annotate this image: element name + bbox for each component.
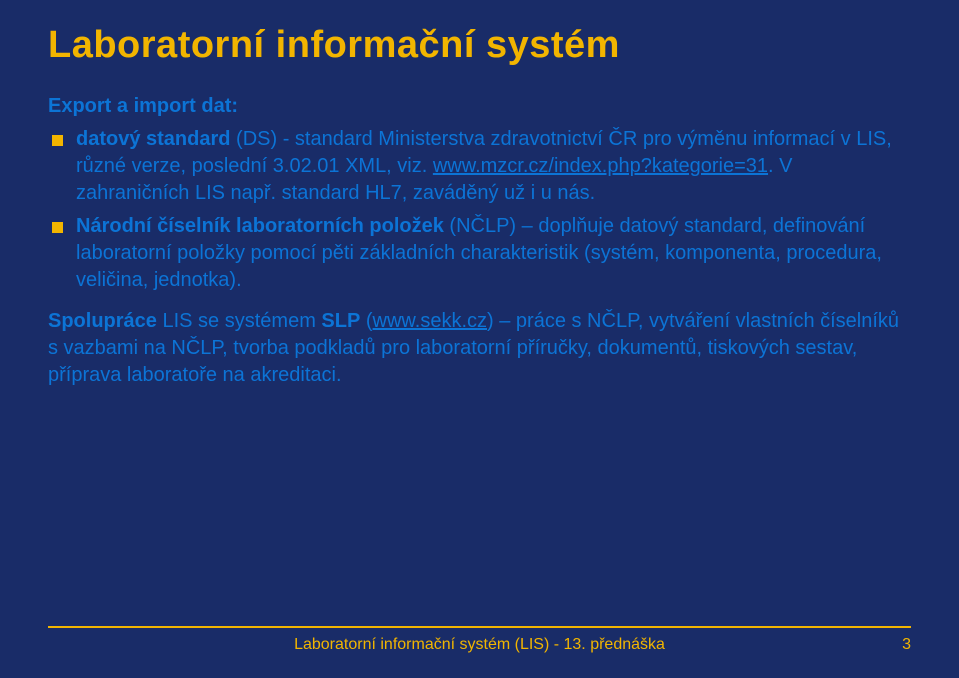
footer-rule [48, 626, 911, 628]
paragraph: Spolupráce LIS se systémem SLP (www.sekk… [48, 308, 911, 389]
bullet-lead-bold: datový standard [76, 128, 230, 150]
para-link[interactable]: www.sekk.cz [373, 310, 487, 332]
section-subhead: Export a import dat: [48, 95, 911, 118]
bullet-item: datový standard (DS) - standard Minister… [48, 126, 911, 207]
bullet-link[interactable]: www.mzcr.cz/index.php?kategorie=31 [433, 155, 768, 177]
para-lead-bold: Spolupráce [48, 310, 157, 332]
slide-footer: Laboratorní informační systém (LIS) - 13… [0, 626, 959, 660]
slide: Laboratorní informační systém Export a i… [0, 0, 959, 678]
slide-title: Laboratorní informační systém [48, 24, 911, 67]
para-after-bold2: ( [360, 310, 372, 332]
bullet-lead-bold: Národní číselník laboratorních položek [76, 215, 444, 237]
footer-text: Laboratorní informační systém (LIS) - 13… [0, 636, 959, 654]
bullet-list: datový standard (DS) - standard Minister… [48, 126, 911, 294]
page-number: 3 [902, 636, 911, 654]
bullet-item: Národní číselník laboratorních položek (… [48, 213, 911, 294]
para-bold2: SLP [321, 310, 360, 332]
para-mid: LIS se systémem [157, 310, 322, 332]
